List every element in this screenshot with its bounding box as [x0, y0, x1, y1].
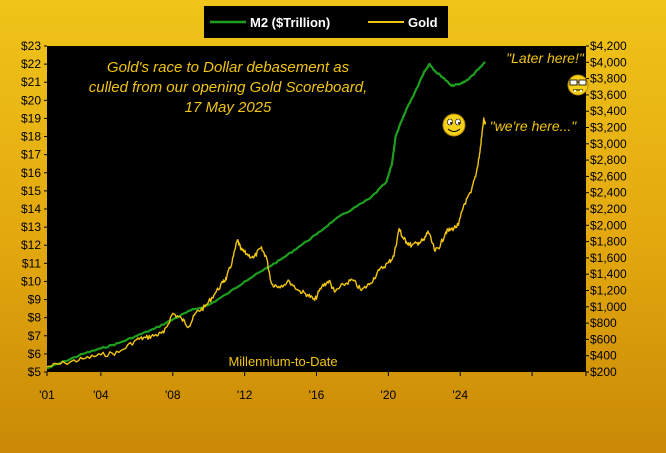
left-tick-label: $9 [28, 293, 42, 307]
left-tick-label: $23 [21, 39, 41, 53]
x-tick-label: '08 [165, 388, 181, 402]
right-tick-label: $1,800 [590, 235, 627, 249]
right-tick-label: $4,200 [590, 39, 627, 53]
right-tick-label: $1,400 [590, 267, 627, 281]
right-tick-label: $2,000 [590, 218, 627, 232]
right-tick-label: $3,800 [590, 72, 627, 86]
left-tick-label: $19 [21, 111, 41, 125]
right-tick-label: $2,800 [590, 153, 627, 167]
we-are-here-annotation: "we're here..." [490, 118, 578, 134]
plot-area [47, 46, 586, 372]
x-tick-label: '01 [39, 388, 55, 402]
right-tick-label: $4,000 [590, 55, 627, 69]
x-axis-ticks: '01 '04 '08 '12 '16 '20 '24 [39, 372, 587, 402]
left-tick-label: $8 [28, 311, 42, 325]
series-gold-line [46, 117, 487, 368]
subtitle: Millennium-to-Date [228, 354, 337, 369]
right-tick-label: $600 [590, 332, 617, 346]
x-tick-label: '24 [452, 388, 468, 402]
left-tick-label: $18 [21, 130, 41, 144]
left-tick-label: $15 [21, 184, 41, 198]
legend-label-gold: Gold [408, 15, 438, 30]
right-tick-label: $2,400 [590, 186, 627, 200]
series-m2-line [46, 61, 486, 370]
right-tick-label: $3,400 [590, 104, 627, 118]
later-here-annotation: "Later here!" [506, 50, 585, 66]
right-tick-label: $1,200 [590, 284, 627, 298]
left-axis-ticks: $5 $6 $7 $8 $9 $10 $11 $12 $13 $14 $15 $16 $17 $18 $19… [21, 39, 47, 379]
right-tick-label: $1,000 [590, 300, 627, 314]
right-tick-label: $800 [590, 316, 617, 330]
left-tick-label: $14 [21, 202, 41, 216]
title-line-2: culled from our opening Gold Scoreboard, [89, 79, 368, 96]
x-tick-label: '12 [237, 388, 253, 402]
left-tick-label: $11 [22, 256, 41, 270]
right-tick-label: $400 [590, 349, 617, 363]
right-tick-label: $3,000 [590, 137, 627, 151]
left-tick-label: $10 [21, 274, 41, 288]
left-tick-label: $16 [21, 166, 41, 180]
title-line-1: Gold's race to Dollar debasement as [107, 59, 350, 76]
left-tick-label: $5 [28, 365, 42, 379]
legend: M2 ($Trillion) Gold [204, 6, 448, 38]
title-line-3: 17 May 2025 [185, 99, 272, 116]
smiley-icon [442, 113, 466, 137]
legend-label-m2: M2 ($Trillion) [250, 15, 330, 30]
nerd-smiley-icon [567, 74, 589, 96]
right-tick-label: $2,200 [590, 202, 627, 216]
right-tick-label: $3,600 [590, 88, 627, 102]
right-tick-label: $3,200 [590, 121, 627, 135]
left-tick-label: $17 [21, 148, 41, 162]
right-tick-label: $1,600 [590, 251, 627, 265]
left-tick-label: $22 [21, 57, 41, 71]
left-tick-label: $6 [28, 347, 42, 361]
left-tick-label: $20 [21, 93, 41, 107]
left-tick-label: $12 [21, 238, 41, 252]
left-tick-label: $7 [28, 329, 42, 343]
x-tick-label: '16 [309, 388, 325, 402]
right-tick-label: $200 [590, 365, 617, 379]
left-tick-label: $13 [21, 220, 41, 234]
x-tick-label: '04 [93, 388, 109, 402]
right-tick-label: $2,600 [590, 169, 627, 183]
x-tick-label: '20 [381, 388, 397, 402]
left-tick-label: $21 [21, 75, 41, 89]
right-axis-ticks: $200 $400 $600 $800 $1,000 $1,200 $1,400 $1,600… [586, 39, 627, 379]
